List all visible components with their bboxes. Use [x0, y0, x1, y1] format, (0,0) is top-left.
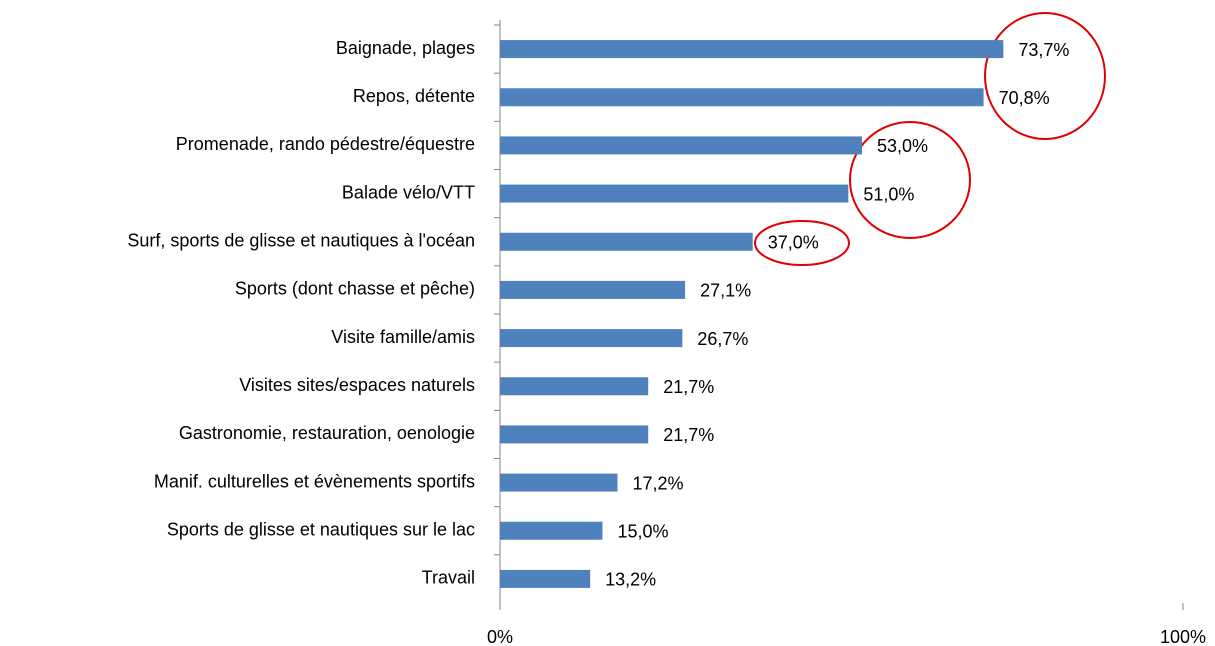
category-label: Sports (dont chasse et pêche): [235, 279, 475, 299]
category-label: Travail: [422, 568, 475, 588]
bar: [500, 569, 591, 588]
value-label: 17,2%: [632, 473, 683, 493]
value-label: 51,0%: [863, 184, 914, 204]
bar: [500, 521, 603, 540]
value-label: 70,8%: [999, 88, 1050, 108]
value-label: 27,1%: [700, 281, 751, 301]
value-label: 26,7%: [697, 329, 748, 349]
x-tick-label: 100%: [1160, 627, 1206, 646]
category-label: Gastronomie, restauration, oenologie: [179, 423, 475, 443]
bar: [500, 280, 686, 299]
value-label: 15,0%: [617, 522, 668, 542]
category-label: Sports de glisse et nautiques sur le lac: [167, 520, 475, 540]
highlight-circle: [849, 121, 971, 239]
bar: [500, 88, 984, 107]
bar: [500, 473, 618, 492]
value-label: 21,7%: [663, 377, 714, 397]
category-label: Repos, détente: [353, 86, 475, 106]
x-tick-label: 0%: [487, 627, 513, 646]
value-label: 73,7%: [1018, 40, 1069, 60]
bar: [500, 40, 1004, 59]
value-label: 37,0%: [768, 233, 819, 253]
bar: [500, 377, 649, 396]
category-label: Baignade, plages: [336, 38, 475, 58]
category-label: Visite famille/amis: [331, 327, 475, 347]
bar: [500, 232, 753, 251]
category-label: Balade vélo/VTT: [342, 182, 475, 202]
bar: [500, 329, 683, 348]
value-label: 21,7%: [663, 425, 714, 445]
bar: [500, 136, 862, 155]
bar: [500, 425, 649, 444]
highlight-circle: [984, 12, 1106, 140]
category-label: Promenade, rando pédestre/équestre: [176, 134, 475, 154]
category-label: Manif. culturelles et évènements sportif…: [154, 471, 475, 491]
value-label: 13,2%: [605, 570, 656, 590]
highlight-circle: [754, 220, 850, 266]
category-label: Visites sites/espaces naturels: [239, 375, 475, 395]
bar: [500, 184, 849, 203]
value-label: 53,0%: [877, 136, 928, 156]
category-label: Surf, sports de glisse et nautiques à l'…: [127, 231, 475, 251]
